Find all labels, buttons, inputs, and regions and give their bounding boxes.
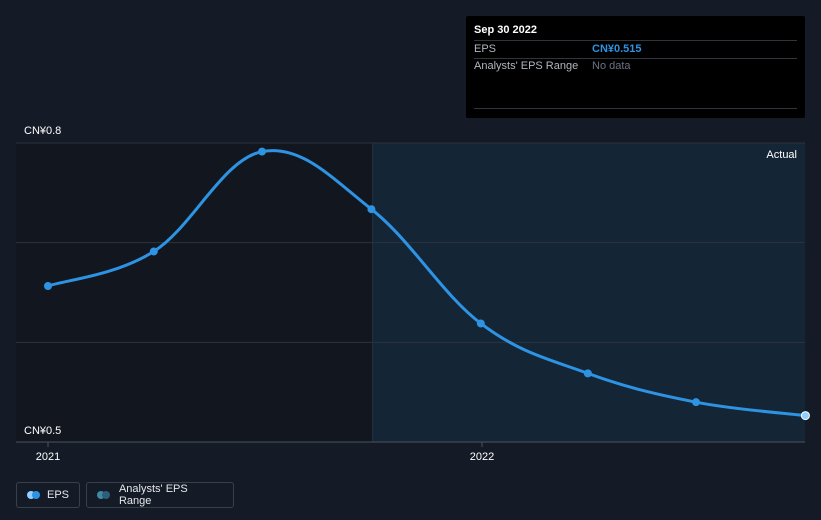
eps-series-points (44, 147, 810, 421)
legend-item-analysts-range[interactable]: Analysts' EPS Range (86, 482, 234, 508)
eps-point[interactable] (800, 411, 810, 421)
eps-series-line (46, 149, 807, 418)
tooltip-divider (474, 108, 797, 109)
legend-eps-label: EPS (46, 489, 69, 501)
eps-point[interactable] (258, 147, 267, 156)
x-axis: 2021 2022 (36, 442, 494, 463)
past-period-band (16, 143, 373, 442)
eps-point[interactable] (367, 205, 376, 214)
grid-lines (16, 142, 805, 443)
legend-item-eps[interactable]: EPS (16, 482, 80, 508)
x-tick-label: 2021 (36, 451, 60, 463)
tooltip-panel: Sep 30 2022 EPS CN¥0.515 Analysts' EPS R… (466, 16, 805, 118)
legend-range-label: Analysts' EPS Range (118, 483, 188, 507)
actual-period-label: Actual (766, 149, 797, 161)
x-tick-label: 2022 (470, 451, 494, 463)
eps-dot-icon (27, 491, 40, 499)
y-axis: CN¥0.8 CN¥0.5 (24, 125, 61, 437)
tooltip-range-label: Analysts' EPS Range (474, 60, 579, 72)
tooltip-row-eps: EPS CN¥0.515 (474, 40, 797, 59)
tooltip-range-value: No data (592, 60, 631, 72)
eps-point[interactable] (583, 369, 592, 378)
eps-point[interactable] (44, 282, 52, 290)
y-tick-label-top: CN¥0.8 (24, 125, 61, 137)
range-dot-icon (97, 491, 111, 499)
eps-point[interactable] (149, 247, 158, 256)
tooltip-row-range: Analysts' EPS Range No data (474, 58, 797, 75)
tooltip-eps-label: EPS (474, 43, 497, 55)
eps-point[interactable] (692, 398, 701, 407)
tooltip-eps-value: CN¥0.515 (592, 43, 642, 55)
tooltip-date: Sep 30 2022 (474, 24, 537, 36)
eps-point[interactable] (476, 319, 485, 328)
actual-period-band (372, 143, 805, 442)
y-tick-label-bottom: CN¥0.5 (24, 425, 61, 437)
